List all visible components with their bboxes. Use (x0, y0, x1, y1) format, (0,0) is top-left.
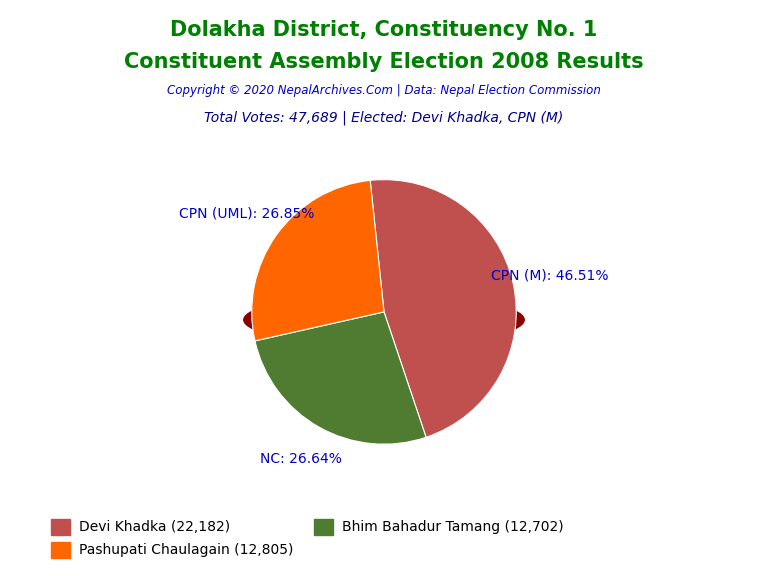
Ellipse shape (243, 294, 525, 345)
Text: Constituent Assembly Election 2008 Results: Constituent Assembly Election 2008 Resul… (124, 52, 644, 72)
Wedge shape (370, 180, 516, 437)
Wedge shape (252, 180, 384, 341)
Text: NC: 26.64%: NC: 26.64% (260, 452, 342, 467)
Text: CPN (M): 46.51%: CPN (M): 46.51% (491, 269, 608, 283)
Text: CPN (UML): 26.85%: CPN (UML): 26.85% (179, 206, 314, 220)
Wedge shape (255, 312, 426, 444)
Text: Total Votes: 47,689 | Elected: Devi Khadka, CPN (M): Total Votes: 47,689 | Elected: Devi Khad… (204, 111, 564, 125)
Legend: Devi Khadka (22,182), Pashupati Chaulagain (12,805), Bhim Bahadur Tamang (12,702: Devi Khadka (22,182), Pashupati Chaulaga… (45, 513, 569, 563)
Text: Dolakha District, Constituency No. 1: Dolakha District, Constituency No. 1 (170, 20, 598, 40)
Text: Copyright © 2020 NepalArchives.Com | Data: Nepal Election Commission: Copyright © 2020 NepalArchives.Com | Dat… (167, 84, 601, 97)
